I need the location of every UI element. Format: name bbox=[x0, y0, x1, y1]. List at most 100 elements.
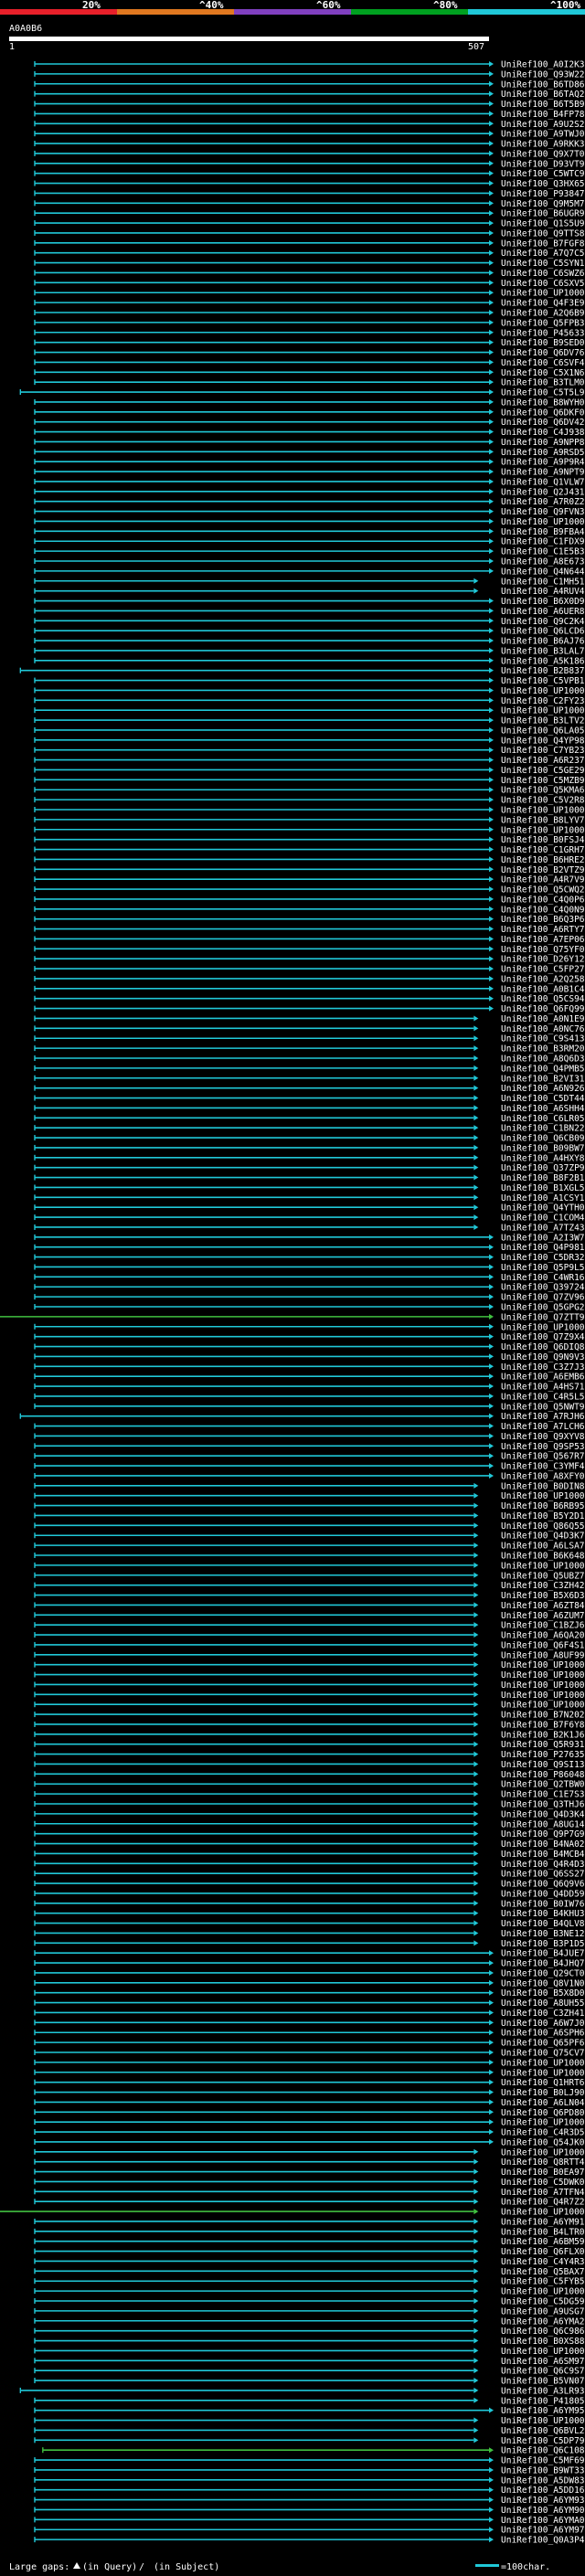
hit-label[interactable]: UniRef100_B3NE12 bbox=[501, 1929, 585, 1939]
hit-label[interactable]: UniRef100_B8WYH0 bbox=[501, 398, 585, 408]
hit-label[interactable]: UniRef100_C5FP27 bbox=[501, 965, 585, 975]
hit-label[interactable]: UniRef100_B0XS88 bbox=[501, 2337, 585, 2347]
hit-label[interactable]: UniRef100_B6K648 bbox=[501, 1552, 585, 1562]
hit-label[interactable]: UniRef100_A8UH55 bbox=[501, 1998, 585, 2009]
hit-label[interactable]: UniRef100_B4QLV8 bbox=[501, 1919, 585, 1929]
hit-label[interactable]: UniRef100_Q6CB09 bbox=[501, 1134, 585, 1144]
hit-label[interactable]: UniRef100_A6EMB6 bbox=[501, 1373, 585, 1383]
hit-label[interactable]: UniRef100_A6SM97 bbox=[501, 2357, 585, 2367]
hit-label[interactable]: UniRef100_Q6C986 bbox=[501, 2327, 585, 2337]
hit-label[interactable]: UniRef100_B0IW76 bbox=[501, 1899, 585, 1909]
hit-label[interactable]: UniRef100_C5DP79 bbox=[501, 2436, 585, 2446]
hit-label[interactable]: UniRef100_C3Z7J3 bbox=[501, 1362, 585, 1373]
hit-label[interactable]: UniRef100_A7TZ43 bbox=[501, 1223, 585, 1233]
hit-label[interactable]: UniRef100_A6YM93 bbox=[501, 2496, 585, 2506]
hit-label[interactable]: UniRef100_B2VTZ9 bbox=[501, 865, 585, 875]
hit-label[interactable]: UniRef100_Q86Q55 bbox=[501, 1521, 585, 1532]
hit-label[interactable]: UniRef100_UP1000... bbox=[501, 2416, 585, 2426]
hit-label[interactable]: UniRef100_Q4R7Z2 bbox=[501, 2198, 585, 2208]
hit-label[interactable]: UniRef100_B3LTV2 bbox=[501, 716, 585, 726]
hit-label[interactable]: UniRef100_C1GRH7 bbox=[501, 845, 585, 855]
hit-label[interactable]: UniRef100_UP1000... bbox=[501, 825, 585, 835]
hit-label[interactable]: UniRef100_A4HXY8 bbox=[501, 1153, 585, 1163]
hit-label[interactable]: UniRef100_C1FDX9 bbox=[501, 537, 585, 547]
hit-label[interactable]: UniRef100_A0I2K3 bbox=[501, 60, 585, 70]
hit-label[interactable]: UniRef100_Q5NWT9 bbox=[501, 1402, 585, 1412]
hit-label[interactable]: UniRef100_Q9FVN3 bbox=[501, 507, 585, 517]
hit-label[interactable]: UniRef100_Q75YF0 bbox=[501, 945, 585, 955]
hit-label[interactable]: UniRef100_A5K186 bbox=[501, 656, 585, 666]
hit-label[interactable]: UniRef100_A9P9R4 bbox=[501, 458, 585, 468]
hit-label[interactable]: UniRef100_A6SPH6 bbox=[501, 2029, 585, 2039]
hit-label[interactable]: UniRef100_Q4YP98 bbox=[501, 736, 585, 746]
hit-label[interactable]: UniRef100_C1E5B3 bbox=[501, 547, 585, 557]
hit-label[interactable]: UniRef100_A7RJH6 bbox=[501, 1412, 585, 1422]
hit-label[interactable]: UniRef100_B09BW7 bbox=[501, 1143, 585, 1153]
hit-label[interactable]: UniRef100_A6SHH4 bbox=[501, 1104, 585, 1114]
hit-label[interactable]: UniRef100_Q9N9V3 bbox=[501, 1352, 585, 1362]
hit-label[interactable]: UniRef100_A7R0Z2 bbox=[501, 497, 585, 507]
hit-label[interactable]: UniRef100_C5MF69 bbox=[501, 2456, 585, 2466]
hit-label[interactable]: UniRef100_C4Q0P6 bbox=[501, 895, 585, 905]
hit-label[interactable]: UniRef100_Q2J431 bbox=[501, 487, 585, 497]
hit-label[interactable]: UniRef100_B2VI31 bbox=[501, 1074, 585, 1084]
hit-label[interactable]: UniRef100_UP1000... bbox=[501, 1680, 585, 1691]
hit-label[interactable]: UniRef100_B6AJ76 bbox=[501, 637, 585, 647]
hit-label[interactable]: UniRef100_B6TAQ2 bbox=[501, 90, 585, 100]
hit-label[interactable]: UniRef100_B2B837 bbox=[501, 666, 585, 676]
hit-label[interactable]: UniRef100_B7FGF8 bbox=[501, 239, 585, 249]
hit-label[interactable]: UniRef100_P27635 bbox=[501, 1750, 585, 1760]
hit-label[interactable]: UniRef100_C5MZB9 bbox=[501, 776, 585, 786]
hit-label[interactable]: UniRef100_A8UF99 bbox=[501, 1650, 585, 1660]
hit-label[interactable]: UniRef100_Q5CWQ2 bbox=[501, 885, 585, 896]
hit-label[interactable]: UniRef100_B0EA97 bbox=[501, 2168, 585, 2178]
hit-label[interactable]: UniRef100_Q7Z9X4 bbox=[501, 1332, 585, 1342]
hit-label[interactable]: UniRef100_A6LSA7 bbox=[501, 1542, 585, 1552]
hit-label[interactable]: UniRef100_Q1HRT6 bbox=[501, 2078, 585, 2088]
hit-label[interactable]: UniRef100_B4MCB4 bbox=[501, 1850, 585, 1860]
hit-label[interactable]: UniRef100_Q5KMA6 bbox=[501, 786, 585, 796]
hit-label[interactable]: UniRef100_C3ZH41 bbox=[501, 2009, 585, 2019]
hit-label[interactable]: UniRef100_B2K1J6 bbox=[501, 1730, 585, 1740]
hit-label[interactable]: UniRef100_C1MH51 bbox=[501, 577, 585, 587]
hit-label[interactable]: UniRef100_C3ZH42 bbox=[501, 1581, 585, 1591]
hit-label[interactable]: UniRef100_Q6Q9V6 bbox=[501, 1880, 585, 1890]
hit-label[interactable]: UniRef100_B5VN07 bbox=[501, 2377, 585, 2387]
hit-label[interactable]: UniRef100_C7YB23 bbox=[501, 746, 585, 756]
hit-label[interactable]: UniRef100_Q65PF6 bbox=[501, 2039, 585, 2049]
hit-label[interactable]: UniRef100_Q9P7G9 bbox=[501, 1829, 585, 1839]
hit-label[interactable]: UniRef100_A6YM91 bbox=[501, 2217, 585, 2227]
hit-label[interactable]: UniRef100_A6R237 bbox=[501, 756, 585, 766]
hit-label[interactable]: UniRef100_C1E7S3 bbox=[501, 1790, 585, 1800]
hit-label[interactable]: UniRef100_C4R5L5 bbox=[501, 1392, 585, 1402]
hit-label[interactable]: UniRef100_B9SED0 bbox=[501, 338, 585, 348]
hit-label[interactable]: UniRef100_Q75CV7 bbox=[501, 2049, 585, 2059]
hit-label[interactable]: UniRef100_A5DW83 bbox=[501, 2475, 585, 2486]
hit-label[interactable]: UniRef100_Q2TBW0 bbox=[501, 1780, 585, 1790]
hit-label[interactable]: UniRef100_Q6F4S1 bbox=[501, 1640, 585, 1650]
hit-label[interactable]: UniRef100_A4RUV4 bbox=[501, 587, 585, 597]
hit-label[interactable]: UniRef100_B0DIN8 bbox=[501, 1481, 585, 1491]
hit-label[interactable]: UniRef100_A7EP06 bbox=[501, 935, 585, 945]
hit-label[interactable]: UniRef100_B1XGL5 bbox=[501, 1183, 585, 1193]
hit-label[interactable]: UniRef100_A8XFY0 bbox=[501, 1471, 585, 1481]
hit-label[interactable]: UniRef100_C1BZJ6 bbox=[501, 1621, 585, 1631]
hit-label[interactable]: UniRef100_B6T5B9 bbox=[501, 100, 585, 110]
hit-label[interactable]: UniRef100_P41805 bbox=[501, 2396, 585, 2406]
hit-label[interactable]: UniRef100_UP1000... bbox=[501, 806, 585, 816]
hit-label[interactable]: UniRef100_Q9SI13 bbox=[501, 1760, 585, 1770]
hit-label[interactable]: UniRef100_Q6LA05 bbox=[501, 726, 585, 736]
hit-label[interactable]: UniRef100_B6TD86 bbox=[501, 80, 585, 90]
hit-label[interactable]: UniRef100_UP1000... bbox=[501, 1491, 585, 1501]
hit-label[interactable]: UniRef100_Q6BVL2 bbox=[501, 2426, 585, 2436]
hit-label[interactable]: UniRef100_Q4YTH0 bbox=[501, 1203, 585, 1214]
hit-label[interactable]: UniRef100_B4JUE7 bbox=[501, 1949, 585, 1959]
hit-label[interactable]: UniRef100_Q54JK0 bbox=[501, 2137, 585, 2147]
hit-label[interactable]: UniRef100_Q7ZTT9 bbox=[501, 1312, 585, 1322]
hit-label[interactable]: UniRef100_Q3HX65 bbox=[501, 179, 585, 189]
hit-label[interactable]: UniRef100_B3RM20 bbox=[501, 1044, 585, 1055]
hit-label[interactable]: UniRef100_A6YMA0 bbox=[501, 2516, 585, 2526]
hit-label[interactable]: UniRef100_C5DWK0 bbox=[501, 2178, 585, 2188]
hit-label[interactable]: UniRef100_A6LN04 bbox=[501, 2098, 585, 2108]
hit-label[interactable]: UniRef100_B9FBA4 bbox=[501, 527, 585, 537]
